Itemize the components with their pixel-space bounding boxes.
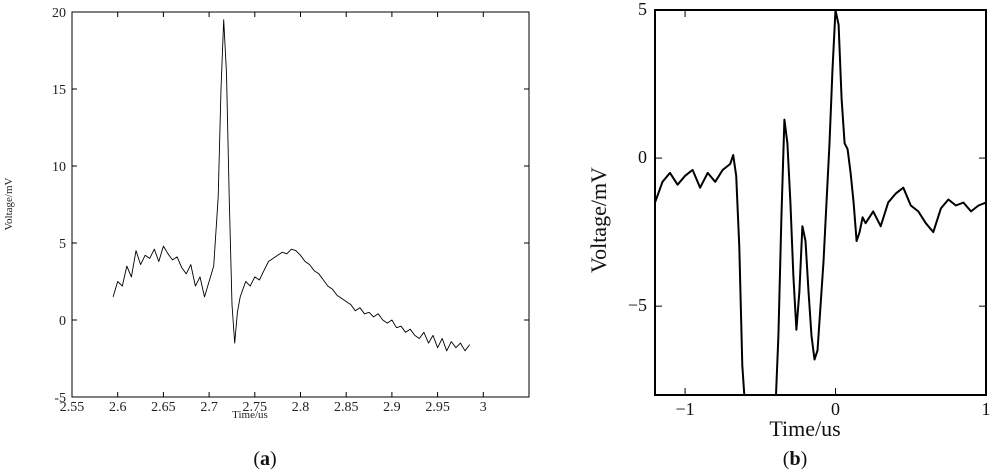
- y-tick: 5: [638, 0, 986, 19]
- x-tick-label: 2.55: [60, 400, 85, 415]
- caption-a-close: ): [270, 448, 277, 470]
- panel-b: −1 0 1 −5 0 5 Time/us Voltage/mV (b): [586, 0, 991, 470]
- caption-b-close: ): [801, 448, 808, 470]
- series-line: [655, 10, 986, 395]
- caption-b-letter: b: [789, 448, 800, 470]
- x-tick-label: −1: [676, 399, 695, 419]
- x-tick-label: 2.65: [151, 400, 176, 415]
- x-tick: 2.75: [243, 12, 268, 415]
- panel-a: 2.55 2.6 2.65 2.7 2.75 2.8 2.85 2.9 2.95 3 -5 0 5 10 1…: [3, 6, 530, 470]
- x-tick-label: 2.9: [383, 400, 401, 415]
- x-tick-label: 2.85: [334, 400, 359, 415]
- x-tick-label: 2.7: [200, 400, 218, 415]
- x-tick: 2.7: [200, 12, 218, 415]
- y-tick-label: 5: [638, 0, 647, 19]
- x-tick-label: 1: [982, 399, 991, 419]
- ylabel-b: Voltage/mV: [586, 167, 611, 273]
- y-tick: 15: [52, 83, 529, 98]
- y-tick: -5: [54, 391, 529, 406]
- caption-a-open: (: [253, 448, 260, 470]
- x-tick-label: 2.95: [425, 400, 450, 415]
- series-line: [112, 19, 470, 352]
- x-tick: 2.95: [425, 12, 450, 415]
- caption-b: (b): [783, 448, 807, 470]
- plot-frame-a: [71, 11, 530, 398]
- y-tick-label: 10: [52, 160, 66, 175]
- tick-group-b: −1 0 1 −5 0 5: [628, 0, 991, 419]
- xlabel-b: Time/us: [769, 416, 840, 441]
- ylabel-a: Voltage/mV: [3, 177, 15, 230]
- caption-a: (a): [253, 448, 276, 470]
- y-tick-label: 15: [52, 83, 66, 98]
- x-tick-label: 2.6: [109, 400, 127, 415]
- y-tick: 20: [52, 6, 529, 21]
- xlabel-a: Time/us: [232, 409, 268, 421]
- series-group-a: [112, 19, 470, 352]
- x-tick: 2.65: [151, 12, 176, 415]
- y-tick-label: −5: [628, 295, 647, 315]
- y-tick-label: 0: [638, 147, 647, 167]
- tick-group-a: 2.55 2.6 2.65 2.7 2.75 2.8 2.85 2.9 2.95 3 -5 0 5 10 1…: [52, 6, 529, 415]
- x-tick: 2.9: [383, 12, 401, 415]
- x-tick: 2.85: [334, 12, 359, 415]
- y-tick: 0: [59, 314, 529, 329]
- y-tick-label: 20: [52, 6, 66, 21]
- x-tick: 3: [480, 12, 487, 415]
- caption-a-letter: a: [260, 448, 270, 470]
- y-tick-label: -5: [54, 391, 66, 406]
- x-tick: −1: [676, 10, 695, 419]
- x-tick: 2.8: [292, 12, 310, 415]
- y-tick: −5: [628, 295, 986, 315]
- x-tick-label: 2.8: [292, 400, 310, 415]
- x-tick-label: 3: [480, 400, 487, 415]
- y-tick: 10: [52, 160, 529, 175]
- y-tick-label: 0: [59, 314, 66, 329]
- series-group-b: [655, 10, 986, 395]
- y-tick: 0: [638, 147, 986, 167]
- x-tick: 2.55: [60, 12, 85, 415]
- x-tick: 1: [982, 10, 991, 419]
- x-tick: 2.6: [109, 12, 127, 415]
- plot-frame-b: [654, 9, 987, 396]
- y-tick: 5: [59, 237, 529, 252]
- y-tick-label: 5: [59, 237, 66, 252]
- x-tick-label: 2.75: [243, 400, 268, 415]
- caption-b-open: (: [783, 448, 790, 470]
- x-tick-label: 0: [831, 399, 840, 419]
